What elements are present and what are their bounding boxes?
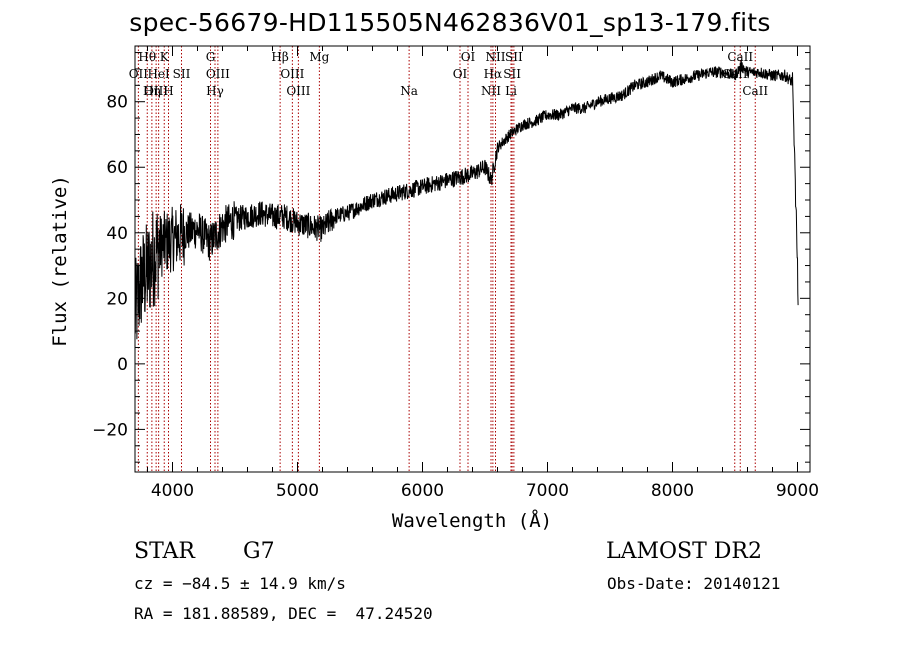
- line-label: SII: [505, 50, 523, 64]
- line-label: SII: [173, 67, 191, 81]
- y-tick-label: 20: [106, 289, 128, 309]
- y-tick-label: −20: [92, 420, 128, 440]
- line-label: Hη: [143, 84, 161, 98]
- x-tick-label: 5000: [276, 481, 319, 501]
- line-markers: [137, 46, 756, 472]
- line-label: Hγ: [206, 84, 224, 98]
- y-tick-label: 60: [106, 158, 128, 178]
- line-label: CaII: [742, 84, 768, 98]
- plot-frame: [134, 45, 811, 473]
- line-label: K: [160, 50, 170, 64]
- x-axis-label: Wavelength (Å): [391, 510, 553, 532]
- obs-date: Obs-Date: 20140121: [607, 574, 781, 593]
- line-label: G: [206, 50, 216, 64]
- line-label: OI: [453, 67, 468, 81]
- y-tick-label: 40: [106, 224, 128, 244]
- line-label: OI: [461, 50, 476, 64]
- x-tick-label: 8000: [651, 481, 694, 501]
- spectrum-line: [134, 59, 799, 340]
- line-label: OIII: [206, 67, 230, 81]
- subclass-label: G7: [243, 539, 275, 564]
- line-label: Na: [400, 84, 418, 98]
- line-label: CaII: [727, 50, 753, 64]
- y-tick-label: 80: [106, 93, 128, 113]
- line-label: NII: [481, 84, 501, 98]
- cz-readout: cz = −84.5 ± 14.9 km/s: [134, 574, 346, 593]
- x-tick-label: 7000: [526, 481, 569, 501]
- chart-title: spec-56679-HD115505N462836V01_sp13-179.f…: [129, 8, 771, 37]
- line-label: Li: [505, 84, 517, 98]
- line-label: OIII: [280, 67, 304, 81]
- class-label: STAR: [134, 539, 195, 564]
- line-label: HeI: [147, 67, 170, 81]
- line-label: OII: [129, 67, 149, 81]
- y-tick-label: 0: [117, 355, 128, 375]
- line-label: Hα: [484, 67, 503, 81]
- x-tick-label: 9000: [776, 481, 819, 501]
- y-axis-label: Flux (relative): [49, 175, 71, 347]
- line-label: Hβ: [271, 50, 288, 64]
- line-label: OIII: [286, 84, 310, 98]
- line-label: NII: [486, 50, 506, 64]
- survey-label: LAMOST DR2: [606, 539, 762, 564]
- line-label: Hθ: [138, 50, 156, 64]
- x-tick-label: 4000: [151, 481, 194, 501]
- line-label: SII: [503, 67, 521, 81]
- line-label: OIII: [144, 84, 168, 98]
- line-label: H: [163, 84, 173, 98]
- coords-readout: RA = 181.88589, DEC = 47.24520: [134, 604, 433, 623]
- axis-ticks: 4000 5000 6000 7000 8000 9000 −20 0 20 40 60 80: [92, 46, 819, 501]
- line-label: Mg: [309, 50, 329, 64]
- x-tick-label: 6000: [401, 481, 444, 501]
